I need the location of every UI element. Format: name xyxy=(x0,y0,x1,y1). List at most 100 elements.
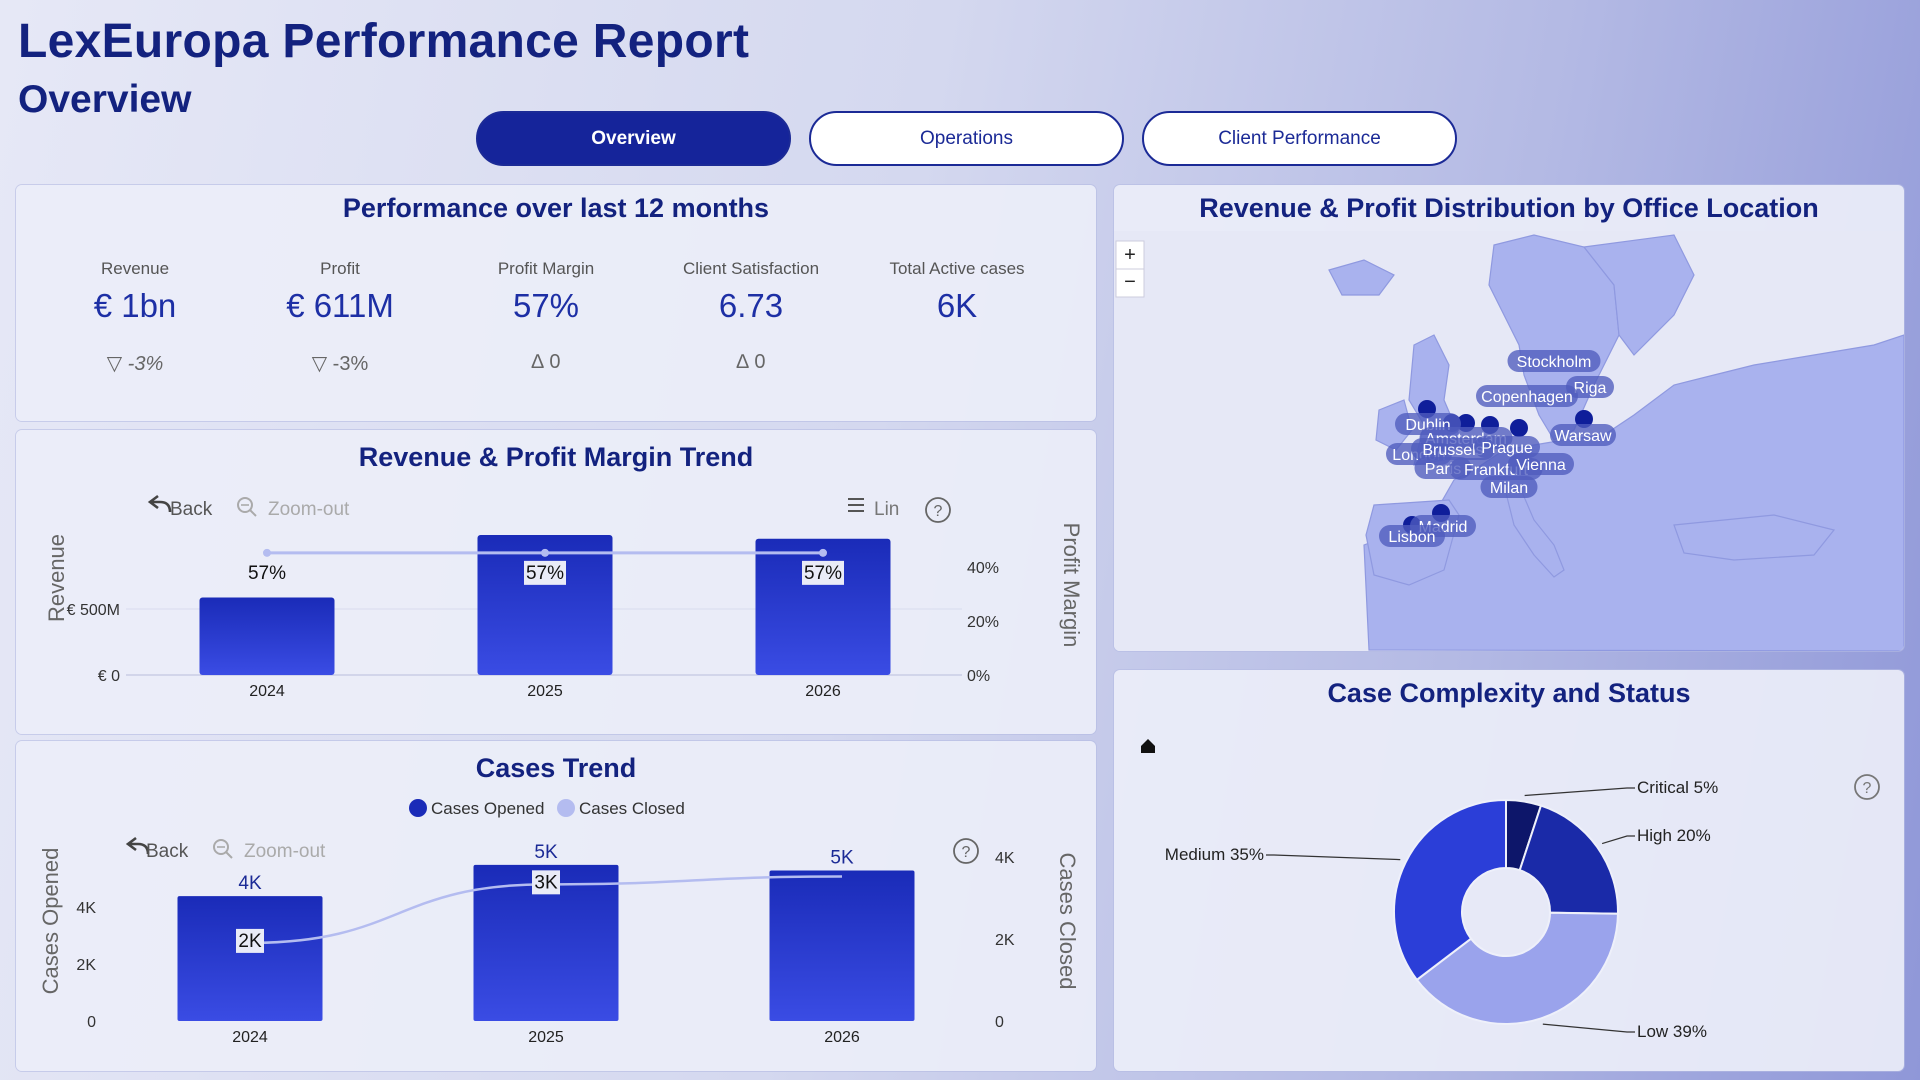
chart-zoom-out-button[interactable]: Zoom-out xyxy=(213,839,326,862)
map-panel: Revenue & Profit Distribution by Office … xyxy=(1114,185,1904,651)
revenue-bar xyxy=(199,597,335,675)
profit-margin-label: 57% xyxy=(248,563,286,584)
kpi-panel: Performance over last 12 months Revenue … xyxy=(16,185,1096,421)
y2-tick-label: 0 xyxy=(995,1014,1004,1031)
y-axis-label: Cases Opened xyxy=(38,848,63,995)
help-icon xyxy=(1854,774,1880,800)
x-tick-label: 2026 xyxy=(824,1029,860,1046)
legend-swatch-opened xyxy=(409,799,427,817)
donut-chart: ? Critical 5% High 20% Low 39% Medium 35% xyxy=(1141,739,1880,1041)
map-zoom-in-button[interactable]: + xyxy=(1115,240,1145,270)
y-tick-label: € 0 xyxy=(98,668,120,685)
donut-slice xyxy=(1415,911,1620,1025)
y2-tick-label: 0% xyxy=(967,668,990,685)
chart-zoom-out-label: Zoom-out xyxy=(268,499,350,520)
kpi-client-satisfaction: Client Satisfaction 6.73 ∆ 0 xyxy=(651,259,851,374)
cases-opened-label: 5K xyxy=(534,842,558,863)
donut-slice xyxy=(1393,798,1507,982)
city-label: Stockholm xyxy=(1517,354,1592,371)
city-label: Milan xyxy=(1490,480,1528,497)
donut-help-button[interactable]: ? xyxy=(1854,774,1880,800)
city-label: Vienna xyxy=(1516,457,1566,474)
zoom-out-icon xyxy=(213,839,229,855)
cases-opened-bar xyxy=(177,896,323,1021)
report-title: LexEuropa Performance Report xyxy=(18,15,750,68)
chart-scale-toggle[interactable]: Lin xyxy=(848,498,899,520)
tab-overview[interactable]: Overview xyxy=(476,111,791,166)
revenue-chart: Back Zoom-out Lin ? Revenue Profit Margi… xyxy=(44,494,1084,700)
slice-leader-line xyxy=(1524,787,1635,797)
city-label-bg xyxy=(1379,525,1445,547)
cases-trend-panel: Cases Trend Cases Opened Cases Closed Ba… xyxy=(16,741,1096,1071)
slice-label: Medium 35% xyxy=(1165,845,1264,864)
y-axis-label: Revenue xyxy=(44,534,69,622)
chart-back-button[interactable]: Back xyxy=(147,494,213,520)
svg-text:?: ? xyxy=(1863,780,1872,797)
profit-margin-point xyxy=(263,548,271,557)
profit-margin-label: 57% xyxy=(526,563,564,584)
kpi-value: 57% xyxy=(512,287,580,324)
x-tick-label: 2026 xyxy=(805,683,841,700)
kpi-label: Total Active cases xyxy=(889,259,1025,278)
data-label-bg xyxy=(532,870,560,895)
tab-client-performance[interactable]: Client Performance xyxy=(1142,111,1457,166)
kpi-revenue: Revenue € 1bn ▽ -3% xyxy=(35,259,235,376)
donut-title: Case Complexity and Status xyxy=(1327,678,1691,708)
svg-text:?: ? xyxy=(962,844,971,861)
slice-label: High 20% xyxy=(1637,826,1711,845)
chart-back-label: Back xyxy=(170,499,213,520)
case-complexity-panel: Case Complexity and Status ? Critical 5%… xyxy=(1114,670,1904,1071)
data-label-bg xyxy=(802,560,844,585)
chart-zoom-out-button[interactable]: Zoom-out xyxy=(237,497,350,520)
svg-text:?: ? xyxy=(934,503,943,520)
data-label-bg xyxy=(524,560,566,585)
kpi-value: € 1bn xyxy=(93,287,177,324)
chart-help-button[interactable]: ? xyxy=(925,497,951,523)
cases-opened-label: 5K xyxy=(830,848,854,869)
help-icon xyxy=(953,838,979,864)
cases-chart: Cases Opened Cases Closed Back Zoom-out … xyxy=(38,799,1080,1046)
chart-help-button[interactable]: ? xyxy=(953,838,979,864)
back-arrow-icon xyxy=(125,836,150,855)
tab-operations[interactable]: Operations xyxy=(809,111,1124,166)
city-label-bg xyxy=(1411,438,1495,460)
cases-opened-bar xyxy=(769,870,915,1021)
city-label: Brussels xyxy=(1422,442,1483,459)
cases-opened-bar xyxy=(473,864,619,1021)
kpi-delta: ∆ 0 xyxy=(531,351,561,373)
y-tick-label: 4K xyxy=(76,900,96,917)
scale-toggle-label: Lin xyxy=(874,499,899,520)
x-tick-label: 2024 xyxy=(249,683,285,700)
cases-opened-label: 4K xyxy=(238,873,262,894)
home-icon[interactable] xyxy=(1141,739,1155,753)
chart-back-button[interactable]: Back xyxy=(125,836,189,862)
zoom-out-icon xyxy=(237,497,253,513)
map-zoom-out-button[interactable]: − xyxy=(1115,268,1145,298)
map-title: Revenue & Profit Distribution by Office … xyxy=(1199,193,1819,223)
x-tick-label: 2025 xyxy=(527,683,563,700)
office-location-dot xyxy=(1575,410,1593,428)
slice-leader-line xyxy=(1601,835,1635,845)
city-label-bg xyxy=(1550,424,1616,446)
revenue-bar xyxy=(477,535,613,675)
cases-chart-title: Cases Trend xyxy=(475,753,637,783)
office-location-dot xyxy=(1510,419,1528,437)
page-subtitle: Overview xyxy=(18,78,192,121)
revenue-bar xyxy=(755,538,891,675)
city-label-bg xyxy=(1507,350,1601,372)
city-label: Prague xyxy=(1481,440,1533,457)
cases-closed-label: 3K xyxy=(534,872,558,893)
europe-map[interactable]: + − StockholmRigaCopenhagenDublinAmsterd… xyxy=(1114,185,1904,651)
y-tick-label: € 500M xyxy=(67,602,120,619)
kpi-delta: ▽ -3% xyxy=(106,353,164,375)
y2-axis-label: Cases Closed xyxy=(1055,853,1080,990)
city-label: Copenhagen xyxy=(1481,389,1573,406)
kpi-profit: Profit € 611M ▽ -3% xyxy=(240,259,440,376)
kpi-delta: ▽ -3% xyxy=(311,353,369,375)
slice-leader-line xyxy=(1542,1023,1635,1033)
kpi-label: Profit xyxy=(320,259,360,278)
kpi-panel-title: Performance over last 12 months xyxy=(342,193,770,223)
city-label-bg xyxy=(1474,436,1540,458)
x-tick-label: 2025 xyxy=(528,1029,564,1046)
kpi-total-active-cases: Total Active cases 6K xyxy=(857,259,1057,325)
